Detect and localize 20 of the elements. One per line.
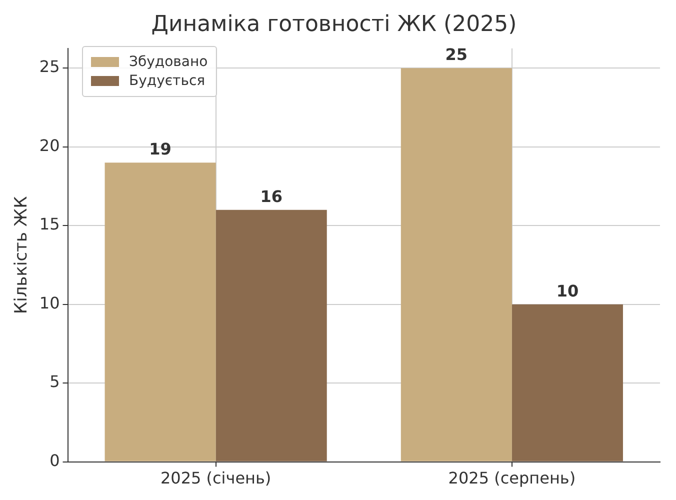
data-label: 10 bbox=[556, 281, 579, 300]
data-label: 25 bbox=[445, 45, 468, 64]
data-label: 16 bbox=[260, 186, 282, 206]
y-axis-title: Кількість ЖК bbox=[12, 196, 32, 314]
y-tick-label: 5 bbox=[50, 372, 60, 392]
y-tick-label: 10 bbox=[39, 293, 60, 312]
y-tick-label: 25 bbox=[39, 57, 60, 76]
legend-label: Будується bbox=[129, 73, 206, 89]
x-tick-label: 2025 (серпень) bbox=[448, 468, 576, 488]
legend-label: Збудовано bbox=[129, 54, 208, 70]
data-label: 19 bbox=[149, 140, 172, 159]
x-tick-label: 2025 (січень) bbox=[160, 468, 272, 488]
y-tick-label: 0 bbox=[50, 450, 60, 470]
chart-title: Динаміка готовності ЖК (2025) bbox=[151, 12, 517, 37]
bar bbox=[104, 162, 216, 462]
bar bbox=[216, 210, 327, 462]
y-tick-label: 15 bbox=[39, 214, 60, 234]
bar bbox=[512, 304, 623, 462]
bar bbox=[400, 68, 512, 462]
y-tick-label: 20 bbox=[39, 136, 60, 155]
